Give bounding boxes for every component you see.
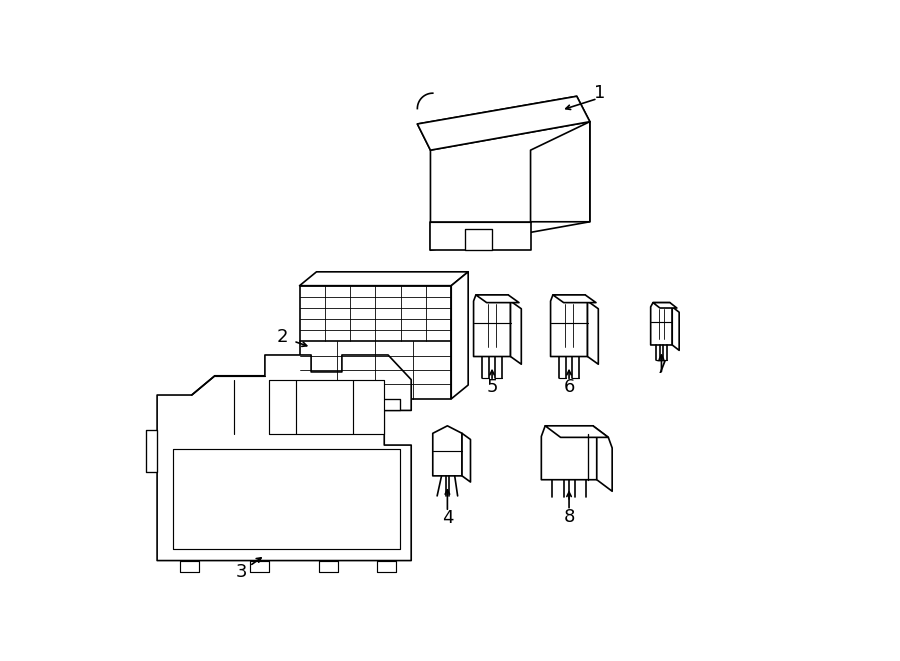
- Text: 8: 8: [563, 508, 575, 525]
- Polygon shape: [593, 426, 612, 491]
- Polygon shape: [433, 426, 462, 476]
- Polygon shape: [158, 355, 411, 561]
- Text: 7: 7: [656, 359, 667, 377]
- Polygon shape: [451, 272, 468, 399]
- Text: 1: 1: [594, 84, 606, 102]
- Polygon shape: [300, 286, 451, 399]
- Polygon shape: [418, 97, 590, 150]
- Polygon shape: [249, 561, 269, 572]
- Polygon shape: [319, 561, 338, 572]
- Text: 3: 3: [236, 563, 248, 581]
- Polygon shape: [473, 295, 510, 356]
- Polygon shape: [376, 399, 400, 410]
- Polygon shape: [545, 426, 608, 438]
- Polygon shape: [476, 295, 519, 303]
- Polygon shape: [588, 301, 598, 364]
- Polygon shape: [553, 295, 596, 303]
- Polygon shape: [465, 229, 492, 251]
- Polygon shape: [269, 379, 384, 434]
- Polygon shape: [430, 222, 530, 251]
- Polygon shape: [300, 272, 468, 286]
- Polygon shape: [430, 122, 590, 251]
- Polygon shape: [338, 399, 361, 410]
- Polygon shape: [376, 561, 396, 572]
- Polygon shape: [173, 449, 400, 549]
- Polygon shape: [651, 303, 672, 345]
- Polygon shape: [418, 97, 590, 150]
- Polygon shape: [146, 430, 158, 472]
- Polygon shape: [300, 399, 322, 410]
- Text: 2: 2: [277, 329, 288, 346]
- Text: 6: 6: [563, 378, 575, 397]
- Polygon shape: [672, 307, 680, 350]
- Polygon shape: [180, 561, 200, 572]
- Polygon shape: [510, 301, 521, 364]
- Polygon shape: [653, 303, 677, 308]
- Text: 4: 4: [442, 509, 453, 527]
- Polygon shape: [541, 426, 597, 480]
- Polygon shape: [551, 295, 588, 356]
- Polygon shape: [530, 122, 590, 222]
- Text: 5: 5: [486, 378, 498, 397]
- Polygon shape: [462, 434, 471, 482]
